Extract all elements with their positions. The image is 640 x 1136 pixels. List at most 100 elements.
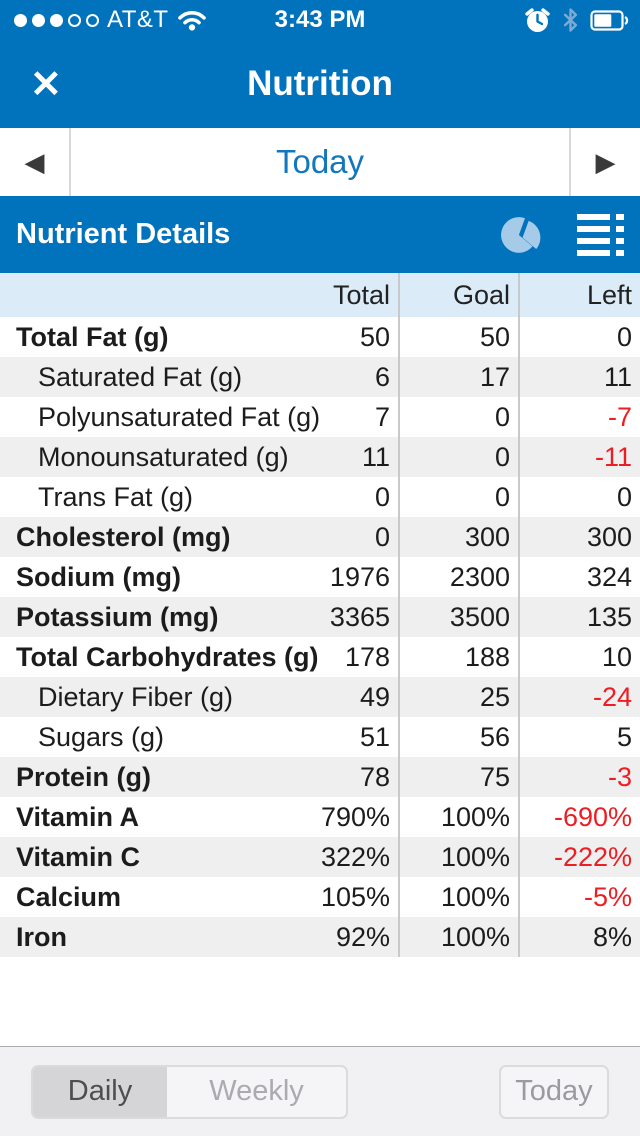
row-total: 7 xyxy=(374,401,390,432)
column-header-goal: Goal xyxy=(400,273,520,317)
app-header: ✕ Nutrition xyxy=(0,40,640,128)
row-goal: 56 xyxy=(400,717,520,757)
signal-dot xyxy=(32,13,45,27)
row-total: 0 xyxy=(374,521,390,552)
row-total: 0 xyxy=(374,481,390,512)
row-left: -24 xyxy=(592,681,632,712)
column-header-total: Total xyxy=(0,273,400,317)
period-segmented-control: Daily Weekly xyxy=(31,1064,348,1119)
page-title: Nutrition xyxy=(247,64,393,103)
section-header: Nutrient Details xyxy=(0,196,640,273)
row-goal: 188 xyxy=(400,637,520,677)
table-header-row: Total Goal Left xyxy=(0,273,640,317)
battery-icon xyxy=(590,9,630,31)
row-goal: 100% xyxy=(400,797,520,837)
list-view-icon[interactable] xyxy=(577,213,624,256)
row-label: Iron xyxy=(16,921,67,952)
signal-dot xyxy=(50,13,63,27)
row-label: Sugars (g) xyxy=(38,721,165,752)
row-total: 105% xyxy=(320,881,390,912)
nutrient-table-body: Total Fat (g) 50 50 0 Saturated Fat (g) 6 … xyxy=(0,317,640,957)
segment-daily[interactable]: Daily xyxy=(33,1066,167,1117)
signal-dot xyxy=(68,13,81,27)
column-header-left: Left xyxy=(586,279,632,310)
table-row: Calcium 105% 100% -5% xyxy=(0,877,640,917)
row-label: Polyunsaturated Fat (g) xyxy=(38,401,321,432)
table-row: Total Carbohydrates (g) 178 188 10 xyxy=(0,637,640,677)
row-label: Vitamin C xyxy=(16,841,141,872)
section-title: Nutrient Details xyxy=(16,218,231,250)
status-bar: AT&T 3:43 PM xyxy=(0,0,640,40)
row-label: Sodium (mg) xyxy=(16,561,181,592)
row-left: -222% xyxy=(553,841,632,872)
row-left: -690% xyxy=(553,801,632,832)
table-row: Protein (g) 78 75 -3 xyxy=(0,757,640,797)
table-row: Iron 92% 100% 8% xyxy=(0,917,640,957)
row-label: Cholesterol (mg) xyxy=(16,521,231,552)
row-total: 51 xyxy=(359,721,390,752)
row-left: 11 xyxy=(603,361,632,392)
row-goal: 0 xyxy=(400,437,520,477)
today-button[interactable]: Today xyxy=(499,1064,609,1119)
row-left: -11 xyxy=(594,441,632,472)
carrier-label: AT&T xyxy=(107,6,169,33)
next-day-button[interactable]: ▶ xyxy=(569,128,640,196)
left-arrow-icon: ◀ xyxy=(24,147,45,177)
row-goal: 0 xyxy=(400,397,520,437)
table-row: Saturated Fat (g) 6 17 11 xyxy=(0,357,640,397)
table-row: Dietary Fiber (g) 49 25 -24 xyxy=(0,677,640,717)
table-row: Polyunsaturated Fat (g) 7 0 -7 xyxy=(0,397,640,437)
row-label: Protein (g) xyxy=(16,761,151,792)
row-left: 10 xyxy=(601,641,632,672)
row-left: 0 xyxy=(616,481,632,512)
row-left: 5 xyxy=(616,721,632,752)
clock-time: 3:43 PM xyxy=(274,6,366,33)
table-row: Potassium (mg) 3365 3500 135 xyxy=(0,597,640,637)
row-goal: 300 xyxy=(400,517,520,557)
table-row: Vitamin C 322% 100% -222% xyxy=(0,837,640,877)
bluetooth-icon xyxy=(563,8,578,32)
right-arrow-icon: ▶ xyxy=(595,147,616,177)
pie-chart-icon[interactable] xyxy=(499,213,543,257)
row-total: 92% xyxy=(335,921,390,952)
row-total: 1976 xyxy=(329,561,390,592)
date-label[interactable]: Today xyxy=(275,143,365,180)
row-goal: 2300 xyxy=(400,557,520,597)
segment-weekly[interactable]: Weekly xyxy=(209,1075,304,1107)
row-label: Calcium xyxy=(16,881,122,912)
row-label: Vitamin A xyxy=(16,801,140,832)
row-label: Saturated Fat (g) xyxy=(38,361,243,392)
prev-day-button[interactable]: ◀ xyxy=(0,128,71,196)
close-button[interactable]: ✕ xyxy=(30,63,62,106)
table-row: Sugars (g) 51 56 5 xyxy=(0,717,640,757)
row-label: Trans Fat (g) xyxy=(38,481,194,512)
row-total: 6 xyxy=(374,361,390,392)
row-goal: 100% xyxy=(400,877,520,917)
table-row: Sodium (mg) 1976 2300 324 xyxy=(0,557,640,597)
date-nav: ◀ Today ▶ xyxy=(0,128,640,196)
row-left: 324 xyxy=(586,561,632,592)
row-left: -5% xyxy=(583,881,632,912)
row-goal: 25 xyxy=(400,677,520,717)
row-goal: 75 xyxy=(400,757,520,797)
row-label: Monounsaturated (g) xyxy=(38,441,289,472)
row-total: 3365 xyxy=(329,601,390,632)
row-total: 49 xyxy=(359,681,390,712)
row-left: 8% xyxy=(592,921,632,952)
row-total: 50 xyxy=(359,321,390,352)
row-goal: 3500 xyxy=(400,597,520,637)
table-row: Trans Fat (g) 0 0 0 xyxy=(0,477,640,517)
table-row: Cholesterol (mg) 0 300 300 xyxy=(0,517,640,557)
signal-dots xyxy=(14,13,99,27)
row-left: 0 xyxy=(616,321,632,352)
row-label: Total Fat (g) xyxy=(16,321,169,352)
table-row: Vitamin A 790% 100% -690% xyxy=(0,797,640,837)
row-left: -7 xyxy=(607,401,632,432)
table-row: Total Fat (g) 50 50 0 xyxy=(0,317,640,357)
row-goal: 50 xyxy=(400,317,520,357)
alarm-clock-icon xyxy=(524,7,551,34)
signal-dot xyxy=(86,13,99,27)
row-left: -3 xyxy=(607,761,632,792)
row-label: Dietary Fiber (g) xyxy=(38,681,234,712)
row-total: 178 xyxy=(344,641,390,672)
